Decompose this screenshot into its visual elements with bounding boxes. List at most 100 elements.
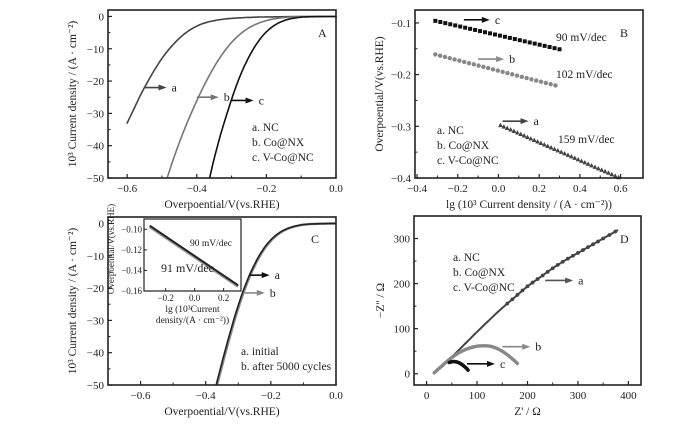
data-point-a bbox=[579, 158, 584, 163]
data-point-a bbox=[560, 259, 565, 264]
x-tick-label: 0.0 bbox=[329, 183, 343, 195]
y-tick-label: −40 bbox=[87, 141, 105, 153]
panel-b-frame bbox=[414, 9, 644, 179]
arrow-label: a bbox=[172, 81, 178, 95]
data-point-a bbox=[531, 137, 537, 142]
data-point-a bbox=[613, 229, 618, 234]
x-tick-label: 0.0 bbox=[492, 183, 506, 195]
arrow-head-icon bbox=[256, 289, 265, 296]
inset-x-tick-label: 0.2 bbox=[218, 293, 229, 303]
data-point-c bbox=[487, 31, 492, 36]
data-point-a bbox=[565, 152, 571, 157]
data-point-a bbox=[511, 128, 517, 134]
data-point-a bbox=[609, 171, 615, 177]
x-tick-label: −0.4 bbox=[407, 183, 427, 195]
inset-y-tick-label: −0.10 bbox=[121, 224, 142, 234]
data-point-a bbox=[607, 233, 612, 237]
legend-item: a. NC bbox=[252, 122, 279, 134]
data-point-c bbox=[532, 41, 537, 46]
data-point-a bbox=[545, 269, 550, 274]
data-point-b bbox=[543, 80, 549, 86]
data-point-b bbox=[529, 77, 534, 82]
arrow-label: a bbox=[275, 268, 281, 282]
slope-label-a: 159 mV/dec bbox=[558, 134, 615, 146]
y-tick-label: −30 bbox=[87, 108, 105, 120]
x-tick-label: −0.6 bbox=[131, 390, 151, 402]
data-point-a bbox=[606, 170, 611, 175]
data-point-a bbox=[550, 266, 555, 271]
data-point-c bbox=[448, 22, 453, 27]
data-point-b bbox=[461, 59, 467, 65]
y-tick-label: −10 bbox=[87, 44, 105, 56]
data-point-a bbox=[572, 155, 578, 160]
x-tick-label: 200 bbox=[519, 390, 536, 402]
arrow-head-icon bbox=[496, 56, 505, 63]
x-tick-label: −0.2 bbox=[261, 390, 281, 402]
slope-label-b: 102 mV/dec bbox=[556, 69, 613, 81]
data-point-b bbox=[524, 75, 529, 81]
data-point-a bbox=[528, 136, 534, 141]
legend-item: b. Co@NX bbox=[437, 140, 490, 152]
arrow-label: a bbox=[578, 273, 584, 287]
panel-a-legend: a. NC b. Co@NX c. V-Co@NC bbox=[252, 122, 314, 164]
panel-a-label: A bbox=[318, 26, 327, 40]
legend-item: a. NC bbox=[437, 125, 464, 137]
inset-x-tick-label: −0.2 bbox=[158, 293, 174, 303]
data-point-b bbox=[433, 52, 438, 57]
y-tick-label: −50 bbox=[87, 380, 105, 392]
panel-a: a b c Overpoential/V(vs.RHE) 10³ Current d… bbox=[67, 9, 343, 211]
panel-d-ylabel: −Z'' / Ω bbox=[375, 283, 387, 318]
arrow-head-icon bbox=[520, 118, 529, 125]
arrow-label: c bbox=[500, 357, 505, 371]
legend-item: b. Co@NX bbox=[252, 137, 305, 149]
y-tick-label: −0.4 bbox=[391, 173, 411, 185]
data-point-c bbox=[453, 23, 458, 28]
data-point-a bbox=[535, 277, 540, 281]
panel-c-xlabel: Overpoential/V(vs.RHE) bbox=[164, 406, 279, 418]
data-point-b bbox=[486, 65, 491, 71]
data-point-a bbox=[581, 248, 585, 252]
series-line-c bbox=[447, 359, 470, 372]
data-point-a bbox=[508, 127, 514, 132]
data-point-c bbox=[463, 25, 468, 30]
data-point-c bbox=[458, 24, 463, 29]
data-point-a bbox=[540, 273, 545, 278]
panel-c: ab Overpoential/V(vs.RHE) 10³ Current de… bbox=[67, 204, 343, 418]
y-tick-label: −0.2 bbox=[391, 70, 411, 82]
data-point-c bbox=[547, 45, 552, 50]
legend-item: b. Co@NX bbox=[453, 267, 506, 279]
data-point-b bbox=[553, 83, 558, 88]
series-line-b bbox=[432, 344, 520, 375]
panel-b-plot-area: c b a bbox=[433, 13, 621, 180]
data-point-a bbox=[612, 173, 618, 178]
y-tick-label: −0.1 bbox=[391, 18, 411, 30]
inset-y-tick-label: −0.14 bbox=[121, 265, 142, 275]
data-point-a bbox=[582, 159, 588, 165]
data-point-a bbox=[591, 242, 595, 247]
panel-c-label: C bbox=[311, 232, 319, 246]
data-point-a bbox=[525, 134, 530, 140]
y-tick-label: −20 bbox=[87, 283, 105, 295]
x-tick-label: −0.2 bbox=[256, 183, 276, 195]
y-tick-label: −50 bbox=[87, 173, 105, 185]
inset-y-tick-label: −0.12 bbox=[121, 245, 142, 255]
panel-a-frame bbox=[107, 9, 337, 179]
data-point-b bbox=[476, 63, 481, 68]
panel-d-label: D bbox=[620, 232, 629, 246]
data-point-b bbox=[505, 70, 510, 76]
series-line-b bbox=[166, 15, 337, 179]
inset-xlabel-line2: density/(A · cm⁻²)) bbox=[156, 315, 229, 326]
arrow-head-icon bbox=[158, 84, 167, 91]
legend-item: a. NC bbox=[453, 252, 480, 264]
y-tick-label: −10 bbox=[87, 251, 105, 263]
data-point-b bbox=[437, 53, 443, 58]
legend-item: c. V-Co@NC bbox=[453, 282, 515, 294]
panel-a-plot-area: a b c bbox=[126, 15, 337, 179]
data-point-c bbox=[552, 46, 557, 51]
data-point-a bbox=[510, 297, 515, 302]
panel-b: c b a lg (10³ Current density / (A · cm⁻²)… bbox=[374, 9, 644, 211]
data-point-a bbox=[585, 161, 591, 166]
data-point-a bbox=[504, 125, 510, 131]
arrow-label: a bbox=[534, 114, 540, 128]
